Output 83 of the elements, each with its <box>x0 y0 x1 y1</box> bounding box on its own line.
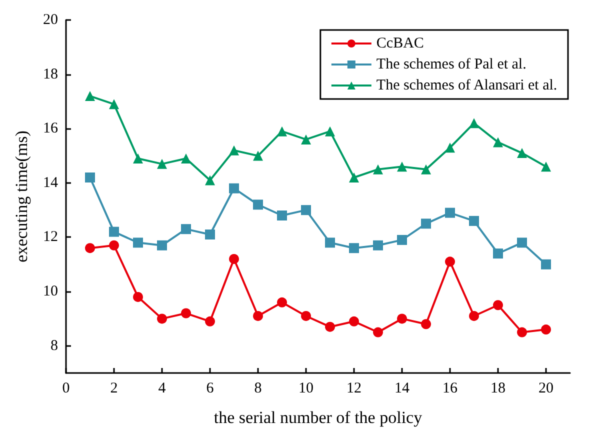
legend-label: CcBAC <box>376 36 424 52</box>
point <box>109 99 119 110</box>
x-tick-label: 8 <box>254 380 262 396</box>
point <box>517 148 527 158</box>
y-tick-label: 12 <box>43 229 58 246</box>
point <box>301 205 311 216</box>
point <box>541 162 551 172</box>
legend-label: The schemes of Alansari et al. <box>376 78 558 94</box>
point <box>421 164 431 174</box>
y-tick-label: 10 <box>43 284 58 300</box>
point <box>397 162 407 172</box>
point <box>157 158 167 169</box>
point <box>493 248 503 259</box>
y-tick-label: 16 <box>43 120 58 137</box>
point <box>541 324 551 335</box>
point <box>157 314 167 324</box>
point <box>133 238 143 248</box>
point <box>133 292 143 302</box>
point <box>85 172 95 182</box>
x-tick-label: 20 <box>538 380 554 396</box>
point <box>253 150 263 161</box>
point <box>397 234 407 245</box>
point <box>445 208 455 218</box>
y-tick-label: 8 <box>50 338 58 354</box>
legend-label: The schemes of Pal et al. <box>376 56 526 72</box>
point <box>85 243 95 254</box>
x-tick-label: 18 <box>490 380 506 396</box>
x-axis-title: the serial number of the policy <box>214 408 423 427</box>
x-tick-label: 4 <box>158 380 166 396</box>
point <box>397 314 407 324</box>
point <box>421 319 431 330</box>
point <box>493 300 503 310</box>
point <box>85 91 95 102</box>
point <box>493 137 503 148</box>
point <box>421 218 431 229</box>
point <box>469 118 479 128</box>
y-axis-title: executing time(ms) <box>12 130 31 262</box>
point <box>373 164 383 174</box>
point <box>205 175 215 186</box>
point <box>181 224 191 234</box>
y-tick-label: 14 <box>43 174 58 191</box>
point <box>253 310 263 321</box>
point <box>469 310 479 321</box>
point <box>349 243 359 254</box>
x-tick-label: 6 <box>206 380 214 396</box>
x-tick-label: 14 <box>394 380 410 396</box>
point <box>109 226 119 237</box>
point <box>229 183 239 194</box>
point <box>517 238 527 248</box>
point <box>205 230 215 240</box>
point <box>277 210 287 221</box>
point <box>349 316 359 326</box>
point <box>445 256 455 267</box>
y-tick-label: 18 <box>43 66 58 82</box>
point <box>157 240 167 250</box>
point <box>133 153 143 164</box>
point <box>325 238 335 248</box>
point <box>181 153 191 164</box>
point <box>109 240 119 250</box>
point <box>517 327 527 338</box>
x-tick-label: 10 <box>298 380 314 396</box>
point <box>229 254 239 264</box>
point <box>373 327 383 338</box>
point <box>325 126 335 136</box>
point <box>229 145 239 156</box>
point <box>349 172 359 182</box>
x-tick-label: 12 <box>346 380 362 396</box>
point <box>253 200 263 210</box>
point <box>181 308 191 318</box>
y-tick-label: 20 <box>43 12 58 28</box>
point <box>277 297 287 308</box>
point <box>205 316 215 326</box>
x-tick-label: 2 <box>110 380 118 396</box>
point <box>277 126 287 136</box>
point <box>541 259 551 270</box>
point <box>301 310 311 321</box>
point <box>445 142 455 153</box>
point <box>373 240 383 250</box>
x-tick-label: 0 <box>62 380 70 396</box>
point <box>301 134 311 144</box>
point <box>469 216 479 226</box>
x-tick-label: 16 <box>442 380 458 396</box>
point <box>325 322 335 332</box>
